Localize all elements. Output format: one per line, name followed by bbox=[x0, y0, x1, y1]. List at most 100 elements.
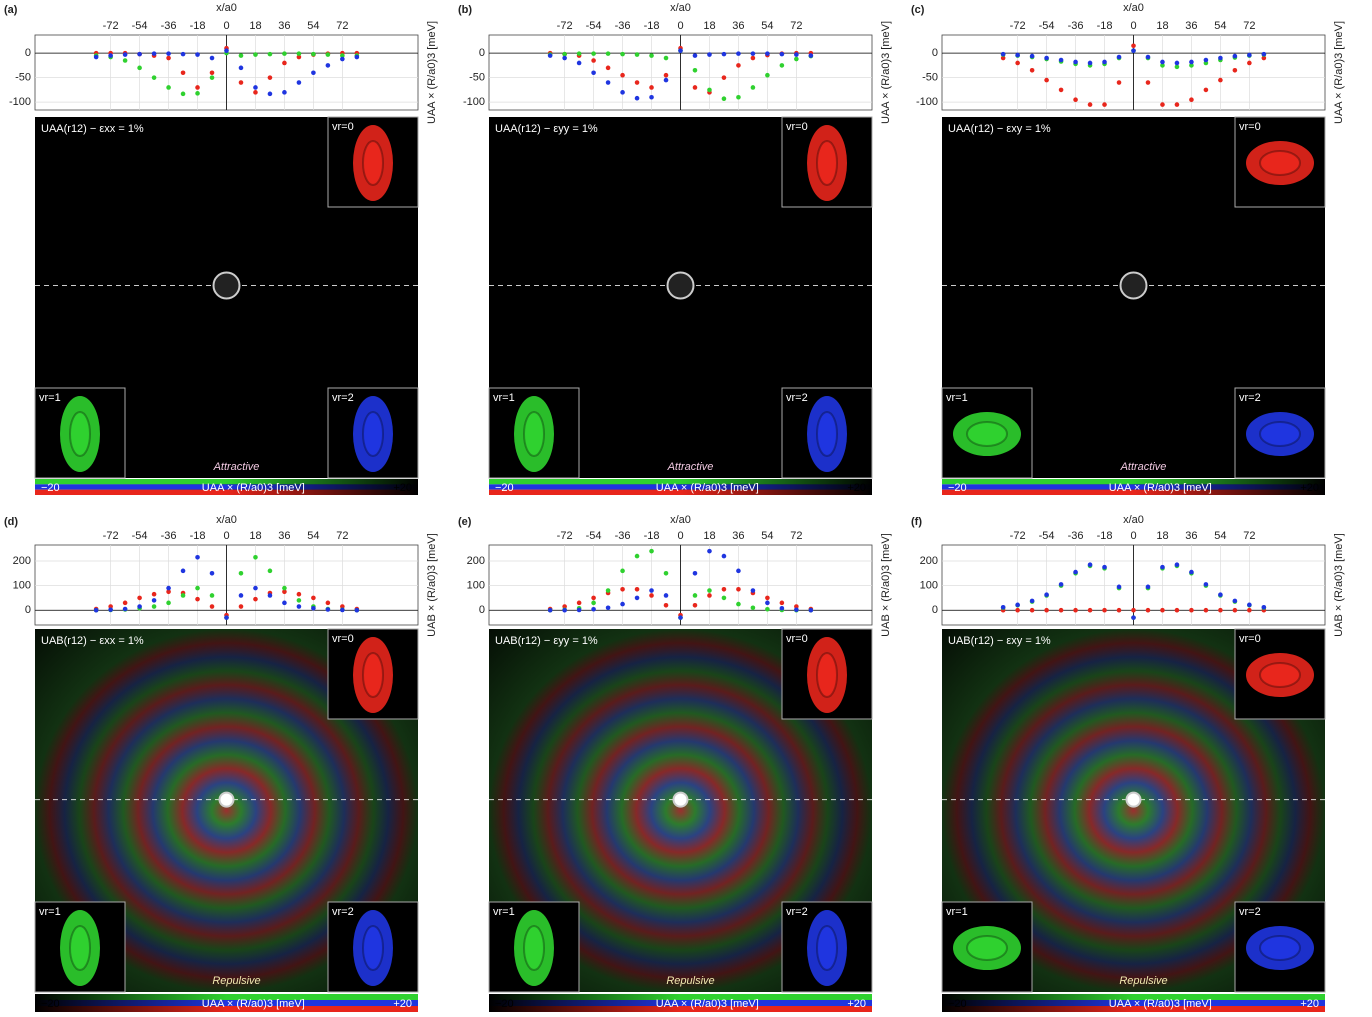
data-point bbox=[137, 604, 142, 609]
panel-label: (e) bbox=[458, 516, 472, 528]
colorbar-label: UAA × (R/a0)3 [meV] bbox=[202, 482, 305, 494]
colorbar-label: UAA × (R/a0)3 [meV] bbox=[1109, 482, 1212, 494]
colorbar-tick-label: −20 bbox=[495, 998, 514, 1010]
data-point bbox=[620, 52, 625, 57]
data-point bbox=[664, 56, 669, 61]
data-point bbox=[355, 608, 360, 613]
data-point bbox=[195, 85, 200, 90]
panel-title: UAB(r12) − εxy = 1% bbox=[948, 635, 1051, 647]
data-point bbox=[210, 70, 215, 75]
data-point bbox=[591, 70, 596, 75]
data-point bbox=[635, 554, 640, 559]
data-point bbox=[1175, 61, 1180, 66]
data-point bbox=[606, 588, 611, 593]
annotation: Attractive bbox=[667, 461, 714, 473]
inset-label: vr=0 bbox=[1239, 121, 1261, 133]
data-point bbox=[751, 51, 756, 56]
data-point bbox=[1233, 599, 1238, 604]
data-point bbox=[693, 593, 698, 598]
y-tick-label: 0 bbox=[25, 604, 31, 616]
data-point bbox=[635, 587, 640, 592]
data-point bbox=[253, 586, 258, 591]
data-point bbox=[181, 569, 186, 574]
data-point bbox=[166, 586, 171, 591]
y-tick-label: 100 bbox=[920, 580, 938, 592]
data-point bbox=[253, 85, 258, 90]
data-point bbox=[297, 80, 302, 85]
data-point bbox=[1247, 603, 1252, 608]
data-point bbox=[1131, 608, 1136, 613]
data-point bbox=[1088, 608, 1093, 613]
data-point bbox=[1044, 78, 1049, 83]
data-point bbox=[1146, 585, 1151, 590]
x-tick-label: -72 bbox=[557, 530, 573, 542]
data-point bbox=[195, 555, 200, 560]
data-point bbox=[736, 569, 741, 574]
data-point bbox=[809, 53, 814, 58]
data-point bbox=[722, 75, 727, 80]
data-point bbox=[1030, 68, 1035, 73]
x-tick-label: 0 bbox=[1130, 20, 1136, 32]
panel-title: UAA(r12) − εxy = 1% bbox=[948, 123, 1051, 135]
data-point bbox=[1189, 60, 1194, 65]
colorbar-label: UAA × (R/a0)3 [meV] bbox=[202, 998, 305, 1010]
inset-label: vr=0 bbox=[786, 633, 808, 645]
data-point bbox=[722, 596, 727, 601]
x-tick-label: 18 bbox=[703, 530, 715, 542]
x-tick-label: 18 bbox=[1156, 20, 1168, 32]
data-point bbox=[736, 602, 741, 607]
data-point bbox=[1117, 55, 1122, 60]
data-point bbox=[562, 52, 567, 57]
data-point bbox=[311, 70, 316, 75]
data-point bbox=[181, 92, 186, 97]
x-tick-label: 54 bbox=[761, 530, 773, 542]
data-point bbox=[239, 53, 244, 58]
x-axis-label: x/a0 bbox=[670, 514, 691, 526]
data-point bbox=[635, 52, 640, 57]
data-point bbox=[253, 597, 258, 602]
colorbar-label: UAA × (R/a0)3 [meV] bbox=[656, 482, 759, 494]
panel-label: (d) bbox=[4, 516, 18, 528]
inset-label: vr=1 bbox=[39, 906, 61, 918]
data-point bbox=[282, 586, 287, 591]
y-tick-label: 100 bbox=[467, 580, 485, 592]
data-point bbox=[1044, 592, 1049, 597]
y-axis-label: UAB × (R/a0)3 [meV] bbox=[880, 533, 892, 637]
data-point bbox=[1218, 608, 1223, 613]
inset-label: vr=0 bbox=[1239, 633, 1261, 645]
data-point bbox=[152, 75, 157, 80]
data-point bbox=[1059, 88, 1064, 93]
data-point bbox=[297, 598, 302, 603]
data-point bbox=[1160, 565, 1165, 570]
data-point bbox=[1175, 608, 1180, 613]
data-point bbox=[1073, 570, 1078, 575]
data-point bbox=[123, 607, 128, 612]
data-point bbox=[577, 61, 582, 66]
y-tick-label: 0 bbox=[932, 47, 938, 59]
data-point bbox=[1073, 608, 1078, 613]
inset-label: vr=2 bbox=[332, 392, 354, 404]
data-point bbox=[268, 569, 273, 574]
x-tick-label: -36 bbox=[1068, 20, 1084, 32]
data-point bbox=[108, 53, 113, 58]
x-tick-label: 0 bbox=[677, 530, 683, 542]
data-point bbox=[722, 52, 727, 57]
data-point bbox=[210, 604, 215, 609]
center-marker bbox=[674, 793, 688, 807]
data-point bbox=[311, 596, 316, 601]
annotation: Attractive bbox=[1120, 461, 1167, 473]
inset-label: vr=1 bbox=[946, 906, 968, 918]
x-tick-label: 18 bbox=[249, 20, 261, 32]
data-point bbox=[649, 549, 654, 554]
data-point bbox=[577, 51, 582, 56]
data-point bbox=[195, 52, 200, 57]
data-point bbox=[1160, 60, 1165, 65]
data-point bbox=[664, 78, 669, 83]
data-point bbox=[1189, 97, 1194, 102]
y-tick-label: -100 bbox=[463, 96, 485, 108]
data-point bbox=[1204, 58, 1209, 63]
data-point bbox=[606, 605, 611, 610]
data-point bbox=[1015, 61, 1020, 66]
colorbar-tick-label: +20 bbox=[1300, 482, 1319, 494]
data-point bbox=[1146, 80, 1151, 85]
